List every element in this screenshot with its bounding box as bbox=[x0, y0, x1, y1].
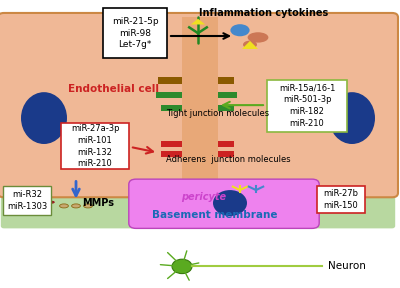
Text: Basement membrane: Basement membrane bbox=[152, 210, 278, 219]
Ellipse shape bbox=[248, 32, 268, 43]
Ellipse shape bbox=[84, 204, 92, 208]
Bar bbox=[218, 105, 234, 111]
Bar bbox=[158, 77, 182, 84]
Ellipse shape bbox=[60, 204, 68, 208]
Text: miR-15a/16-1
miR-501-3p
miR-182
miR-210: miR-15a/16-1 miR-501-3p miR-182 miR-210 bbox=[279, 84, 335, 128]
FancyBboxPatch shape bbox=[61, 123, 129, 169]
Ellipse shape bbox=[172, 259, 192, 274]
Text: mi-R32
miR-1303: mi-R32 miR-1303 bbox=[7, 190, 47, 211]
Text: miR-27b
miR-150: miR-27b miR-150 bbox=[324, 189, 358, 210]
Ellipse shape bbox=[213, 190, 247, 216]
Text: Neuron: Neuron bbox=[328, 262, 366, 271]
Text: Adherens  junction molecules: Adherens junction molecules bbox=[166, 155, 291, 164]
Text: Inflammation cytokines: Inflammation cytokines bbox=[199, 8, 329, 18]
Polygon shape bbox=[191, 19, 205, 24]
Polygon shape bbox=[242, 41, 258, 49]
Bar bbox=[182, 17, 218, 193]
FancyBboxPatch shape bbox=[3, 186, 51, 215]
Bar bbox=[161, 151, 182, 157]
FancyBboxPatch shape bbox=[0, 13, 398, 197]
Text: pericyte: pericyte bbox=[182, 192, 226, 202]
Bar bbox=[218, 141, 234, 147]
Text: MMPs: MMPs bbox=[82, 198, 114, 208]
Ellipse shape bbox=[21, 92, 67, 144]
FancyBboxPatch shape bbox=[103, 8, 167, 58]
Text: miR-21-5p
miR-98
Let-7g*: miR-21-5p miR-98 Let-7g* bbox=[112, 17, 158, 50]
Bar bbox=[156, 92, 182, 98]
Text: miR-27a-3p
miR-101
miR-132
miR-210: miR-27a-3p miR-101 miR-132 miR-210 bbox=[71, 124, 119, 168]
Ellipse shape bbox=[243, 41, 257, 49]
Bar bbox=[218, 151, 234, 157]
Ellipse shape bbox=[329, 92, 375, 144]
FancyBboxPatch shape bbox=[317, 186, 365, 213]
Bar bbox=[218, 77, 234, 84]
Ellipse shape bbox=[230, 24, 250, 36]
FancyBboxPatch shape bbox=[1, 191, 395, 228]
Text: Endothelial cell: Endothelial cell bbox=[68, 84, 159, 94]
FancyBboxPatch shape bbox=[129, 179, 319, 228]
Bar bbox=[161, 141, 182, 147]
Bar bbox=[161, 105, 182, 111]
Ellipse shape bbox=[72, 204, 80, 208]
Text: Tight junction molecules: Tight junction molecules bbox=[166, 109, 269, 118]
Bar bbox=[218, 92, 237, 98]
FancyBboxPatch shape bbox=[267, 80, 347, 132]
